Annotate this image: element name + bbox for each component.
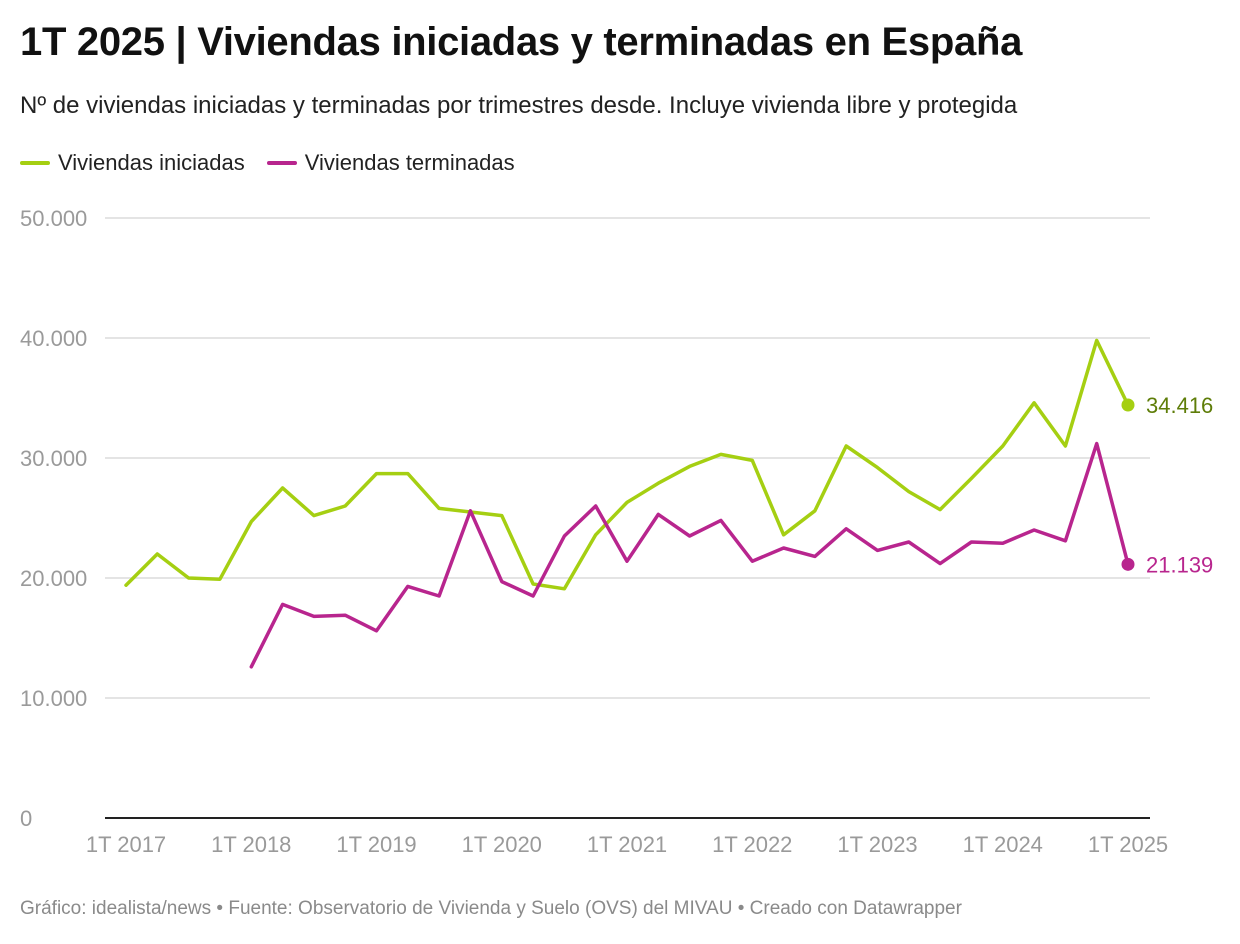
footer-credits: Gráfico: idealista/news • Fuente: Observ… bbox=[20, 898, 962, 919]
y-tick-label: 40.000 bbox=[20, 326, 87, 351]
x-tick-label: 1T 2018 bbox=[211, 832, 291, 857]
end-point-iniciadas bbox=[1121, 398, 1135, 412]
line-chart: 0 10.000 20.000 30.000 40.000 50.000 1T 2017 1T… bbox=[20, 206, 1213, 857]
y-tick-label: 0 bbox=[20, 806, 32, 831]
y-tick-label: 50.000 bbox=[20, 206, 87, 231]
x-tick-label: 1T 2021 bbox=[587, 832, 667, 857]
legend: Viviendas iniciadas Viviendas terminadas bbox=[20, 150, 515, 176]
x-tick-label: 1T 2022 bbox=[712, 832, 792, 857]
y-tick-label: 20.000 bbox=[20, 566, 87, 591]
y-tick-label: 30.000 bbox=[20, 446, 87, 471]
x-tick-label: 1T 2025 bbox=[1088, 832, 1168, 857]
series-line-iniciadas bbox=[124, 338, 1130, 591]
chart-subtitle: Nº de viviendas iniciadas y terminadas p… bbox=[20, 92, 1018, 119]
x-tick-label: 1T 2024 bbox=[963, 832, 1043, 857]
x-tick-label: 1T 2023 bbox=[837, 832, 917, 857]
legend-label-terminadas: Viviendas terminadas bbox=[304, 150, 515, 175]
x-tick-label: 1T 2019 bbox=[336, 832, 416, 857]
chart-title: 1T 2025 | Viviendas iniciadas y terminad… bbox=[20, 20, 1023, 64]
legend-item-terminadas: Viviendas terminadas bbox=[266, 150, 515, 176]
legend-item-iniciadas: Viviendas iniciadas bbox=[20, 150, 245, 176]
legend-swatch-terminadas bbox=[266, 161, 297, 165]
x-tick-label: 1T 2017 bbox=[86, 832, 166, 857]
y-tick-label: 10.000 bbox=[20, 686, 87, 711]
legend-swatch-iniciadas bbox=[20, 161, 50, 165]
legend-label-iniciadas: Viviendas iniciadas bbox=[58, 150, 245, 175]
x-tick-label: 1T 2020 bbox=[462, 832, 542, 857]
end-point-terminadas bbox=[1121, 557, 1135, 571]
end-label-terminadas: 21.139 bbox=[1146, 552, 1213, 577]
series-line-terminadas bbox=[249, 441, 1130, 669]
end-label-iniciadas: 34.416 bbox=[1146, 393, 1213, 418]
